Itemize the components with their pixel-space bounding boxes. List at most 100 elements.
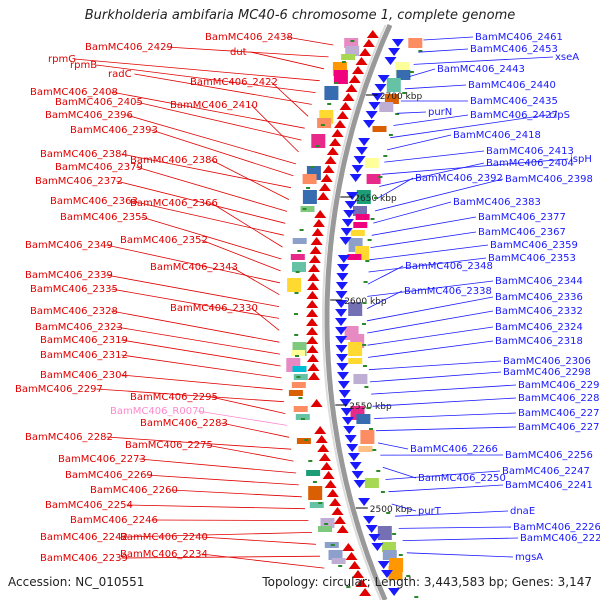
reverse-gene-arrow (351, 471, 364, 479)
left-leader-line (96, 388, 284, 403)
forward-gene-arrow (352, 570, 364, 578)
forward-gene-arrow (362, 39, 375, 47)
left-leader-line (221, 422, 290, 438)
cog-block-left (324, 86, 339, 100)
right-leader-line (375, 426, 517, 432)
forward-gene-arrow (342, 543, 355, 551)
right-leader-line (381, 158, 569, 175)
forward-gene-arrow (355, 579, 368, 587)
minor-tick-right (365, 260, 370, 262)
left-gene-label: BamMC406_2240 (120, 532, 208, 543)
left-leader-line (121, 339, 281, 367)
cog-block-right (353, 206, 367, 216)
right-gene-label: BamMC406_2226 (513, 522, 600, 533)
left-leader-line (111, 91, 305, 129)
left-gene-label: BamMC406_2335 (30, 284, 118, 295)
right-leader-line (369, 371, 502, 383)
scale-label: 2550 kbp (349, 402, 392, 412)
reverse-gene-arrow (349, 462, 362, 470)
forward-gene-arrow (317, 192, 330, 200)
right-leader-line (385, 470, 501, 480)
left-leader-line (121, 555, 321, 559)
left-leader-line (211, 396, 286, 414)
right-gene-label: BamMC406_2284 (518, 393, 600, 404)
left-gene-label: BamMC406_2304 (40, 370, 128, 381)
left-gene-label: BamMC406_2438 (205, 32, 293, 43)
reverse-gene-arrow (388, 48, 401, 56)
reverse-gene-arrow (335, 327, 348, 335)
cog-block-left (293, 406, 308, 412)
minor-tick-left (327, 103, 332, 105)
reverse-gene-arrow (365, 111, 378, 119)
right-leader-line (367, 326, 494, 346)
cog-block-left (288, 390, 303, 396)
left-leader-line (121, 374, 283, 391)
reverse-gene-arrow (384, 57, 397, 65)
right-gene-label: BamMC406_2332 (495, 306, 583, 317)
right-gene-label: ispH (570, 154, 592, 165)
left-leader-line (121, 153, 292, 189)
accession-label: Accession: NC_010551 (8, 575, 145, 589)
reverse-gene-arrow (340, 228, 353, 236)
forward-gene-arrow (310, 237, 323, 245)
right-gene-label: BamMC406_2266 (410, 444, 498, 455)
right-leader-line (367, 280, 494, 297)
minor-tick-right (362, 302, 367, 304)
minor-tick-left (320, 124, 325, 126)
forward-gene-arrow (308, 264, 320, 272)
reverse-gene-arrow (346, 192, 359, 200)
cog-block-left (292, 238, 307, 244)
left-leader-line (250, 51, 325, 70)
cog-block-right (384, 94, 399, 104)
left-leader-line (126, 504, 306, 510)
cog-block-right (356, 414, 371, 424)
left-leader-line (106, 244, 280, 284)
right-gene-label: BamMC406_2443 (437, 64, 525, 75)
cog-block-right (396, 70, 411, 80)
forward-gene-arrow (331, 129, 344, 137)
right-gene-label: BamMC406_2306 (503, 356, 591, 367)
cog-block-right (348, 342, 363, 356)
left-leader-line (126, 114, 297, 165)
left-gene-label: rpmG (48, 54, 76, 65)
forward-gene-arrow (306, 291, 319, 299)
left-leader-line (151, 519, 309, 521)
left-leader-line (251, 104, 299, 153)
reverse-gene-arrow (339, 237, 352, 245)
forward-gene-arrow (348, 561, 361, 569)
forward-gene-arrow (339, 102, 352, 110)
right-leader-line (368, 340, 494, 358)
minor-tick-left (304, 439, 309, 441)
forward-gene-arrow (306, 345, 319, 353)
right-gene-label: BamMC406_2377 (478, 212, 566, 223)
reverse-gene-arrow (343, 426, 356, 434)
forward-gene-arrow (307, 273, 320, 281)
reverse-gene-arrow (338, 390, 351, 398)
forward-gene-arrow (307, 363, 320, 371)
reverse-gene-arrow (347, 453, 360, 461)
left-gene-label: radC (108, 69, 132, 80)
forward-gene-arrow (306, 354, 319, 362)
left-gene-label: BamMC406_2282 (25, 432, 113, 443)
minor-tick-right (363, 281, 368, 283)
right-gene-label: BamMC406_2220 (520, 533, 600, 544)
reverse-gene-arrow (391, 39, 404, 47)
left-gene-label: BamMC406_2269 (65, 470, 153, 481)
left-leader-line (201, 536, 316, 545)
cog-block-left (291, 382, 306, 388)
right-gene-label: BamMC406_2241 (505, 480, 593, 491)
forward-gene-arrow (306, 327, 319, 335)
minor-tick-right (386, 512, 391, 514)
reverse-gene-arrow (339, 399, 352, 407)
reverse-gene-arrow (353, 156, 366, 164)
left-leader-line (131, 200, 284, 236)
right-gene-label: clpS (549, 110, 570, 121)
right-gene-label: BamMC406_2461 (475, 32, 563, 43)
reverse-gene-arrow (340, 408, 353, 416)
minor-tick-left (306, 187, 311, 189)
left-leader-line (286, 36, 334, 46)
forward-gene-arrow (320, 462, 333, 470)
minor-tick-right (398, 554, 403, 556)
minor-tick-right (364, 386, 369, 388)
right-leader-line (374, 412, 517, 419)
